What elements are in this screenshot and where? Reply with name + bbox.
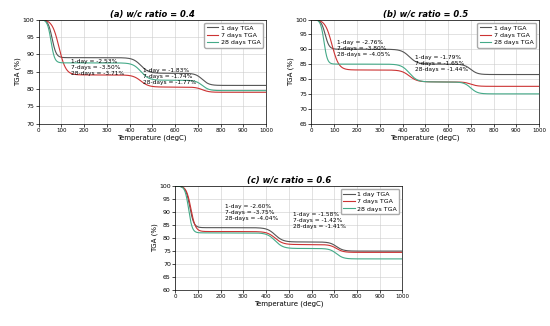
28 days TGA xyxy=(536,92,542,96)
28 days TGA xyxy=(399,257,406,261)
7 days TGA xyxy=(259,230,266,234)
28 days TGA xyxy=(531,92,538,96)
Title: (c) w/c ratio = 0.6: (c) w/c ratio = 0.6 xyxy=(246,176,331,185)
1 day TGA xyxy=(263,83,270,87)
7 days TGA xyxy=(263,90,270,94)
28 days TGA xyxy=(123,61,129,65)
28 days TGA xyxy=(348,62,354,66)
28 days TGA xyxy=(75,61,81,65)
1 day TGA xyxy=(269,230,276,234)
1 day TGA xyxy=(211,226,218,230)
28 days TGA xyxy=(263,89,270,93)
7 days TGA xyxy=(370,250,377,254)
7 days TGA xyxy=(507,84,513,88)
1 day TGA xyxy=(536,73,542,77)
28 days TGA xyxy=(334,62,341,66)
28 days TGA xyxy=(197,231,204,235)
7 days TGA xyxy=(75,73,81,77)
7 days TGA xyxy=(399,250,406,254)
Line: 7 days TGA: 7 days TGA xyxy=(39,20,266,92)
X-axis label: Temperature (degC): Temperature (degC) xyxy=(390,134,460,141)
28 days TGA xyxy=(234,89,240,93)
Y-axis label: TGA (%): TGA (%) xyxy=(151,224,158,252)
7 days TGA xyxy=(35,18,42,22)
1 day TGA xyxy=(395,249,402,253)
Text: 1-day = -1.79%
7-days = -1.65%
28-days = -1.44%: 1-day = -1.79% 7-days = -1.65% 28-days =… xyxy=(415,55,468,72)
28 days TGA xyxy=(308,18,315,22)
7 days TGA xyxy=(172,184,178,188)
7 days TGA xyxy=(531,84,538,88)
1 day TGA xyxy=(61,56,68,60)
Line: 28 days TGA: 28 days TGA xyxy=(39,20,266,91)
28 days TGA xyxy=(259,231,266,235)
Title: (a) w/c ratio = 0.4: (a) w/c ratio = 0.4 xyxy=(110,10,195,19)
7 days TGA xyxy=(308,18,315,22)
Text: 1-day = -2.60%
7-days = -3.75%
28-days = -4.04%: 1-day = -2.60% 7-days = -3.75% 28-days =… xyxy=(225,204,278,221)
Text: 1-day = -2.53%
7-days = -3.50%
28-days = -3.71%: 1-day = -2.53% 7-days = -3.50% 28-days =… xyxy=(72,59,125,76)
Text: 1-day = -1.83%
7-days = -1.74%
28-days = -1.77%: 1-day = -1.83% 7-days = -1.74% 28-days =… xyxy=(143,68,196,85)
1 day TGA xyxy=(197,226,204,230)
28 days TGA xyxy=(507,92,513,96)
Legend: 1 day TGA, 7 days TGA, 28 days TGA: 1 day TGA, 7 days TGA, 28 days TGA xyxy=(205,23,263,48)
28 days TGA xyxy=(405,70,412,74)
1 day TGA xyxy=(531,73,538,77)
Legend: 1 day TGA, 7 days TGA, 28 days TGA: 1 day TGA, 7 days TGA, 28 days TGA xyxy=(477,23,536,48)
7 days TGA xyxy=(123,73,129,77)
Y-axis label: TGA (%): TGA (%) xyxy=(288,57,294,86)
1 day TGA xyxy=(370,249,377,253)
1 day TGA xyxy=(334,47,341,51)
7 days TGA xyxy=(395,250,402,254)
7 days TGA xyxy=(234,90,240,94)
7 days TGA xyxy=(395,69,402,73)
28 days TGA xyxy=(395,63,402,67)
Title: (b) w/c ratio = 0.5: (b) w/c ratio = 0.5 xyxy=(383,10,468,19)
28 days TGA xyxy=(258,89,265,93)
Line: 28 days TGA: 28 days TGA xyxy=(175,186,403,259)
28 days TGA xyxy=(370,257,377,261)
Line: 1 day TGA: 1 day TGA xyxy=(311,20,539,75)
7 days TGA xyxy=(61,64,68,67)
28 days TGA xyxy=(211,231,218,235)
Line: 7 days TGA: 7 days TGA xyxy=(311,20,539,86)
1 day TGA xyxy=(75,56,81,60)
1 day TGA xyxy=(234,83,240,87)
28 days TGA xyxy=(61,61,68,65)
Text: 1-day = -2.76%
7-days = -3.80%
28-days = -4.05%: 1-day = -2.76% 7-days = -3.80% 28-days =… xyxy=(337,40,390,57)
1 day TGA xyxy=(133,59,139,63)
28 days TGA xyxy=(269,236,276,240)
X-axis label: Temperature (degC): Temperature (degC) xyxy=(254,301,323,307)
1 day TGA xyxy=(172,184,178,188)
Line: 28 days TGA: 28 days TGA xyxy=(311,20,539,94)
7 days TGA xyxy=(405,73,412,77)
Line: 7 days TGA: 7 days TGA xyxy=(175,186,403,252)
28 days TGA xyxy=(133,65,139,68)
7 days TGA xyxy=(536,84,542,88)
1 day TGA xyxy=(35,18,42,22)
1 day TGA xyxy=(405,54,412,58)
7 days TGA xyxy=(269,234,276,238)
1 day TGA xyxy=(259,226,266,230)
1 day TGA xyxy=(348,47,354,51)
1 day TGA xyxy=(507,73,513,77)
Y-axis label: TGA (%): TGA (%) xyxy=(15,57,21,86)
1 day TGA xyxy=(123,56,129,60)
7 days TGA xyxy=(133,76,139,80)
1 day TGA xyxy=(395,48,402,52)
28 days TGA xyxy=(395,257,402,261)
7 days TGA xyxy=(211,230,218,233)
X-axis label: Temperature (degC): Temperature (degC) xyxy=(118,134,187,141)
Line: 1 day TGA: 1 day TGA xyxy=(39,20,266,85)
28 days TGA xyxy=(35,18,42,22)
Line: 1 day TGA: 1 day TGA xyxy=(175,186,403,251)
1 day TGA xyxy=(308,18,315,22)
1 day TGA xyxy=(258,83,265,87)
7 days TGA xyxy=(258,90,265,94)
28 days TGA xyxy=(172,184,178,188)
7 days TGA xyxy=(334,60,341,64)
1 day TGA xyxy=(399,249,406,253)
7 days TGA xyxy=(348,68,354,72)
Legend: 1 day TGA, 7 days TGA, 28 days TGA: 1 day TGA, 7 days TGA, 28 days TGA xyxy=(341,189,399,214)
Text: 1-day = -1.58%
7-days = -1.42%
28-days = -1.41%: 1-day = -1.58% 7-days = -1.42% 28-days =… xyxy=(293,212,346,229)
7 days TGA xyxy=(197,229,204,233)
